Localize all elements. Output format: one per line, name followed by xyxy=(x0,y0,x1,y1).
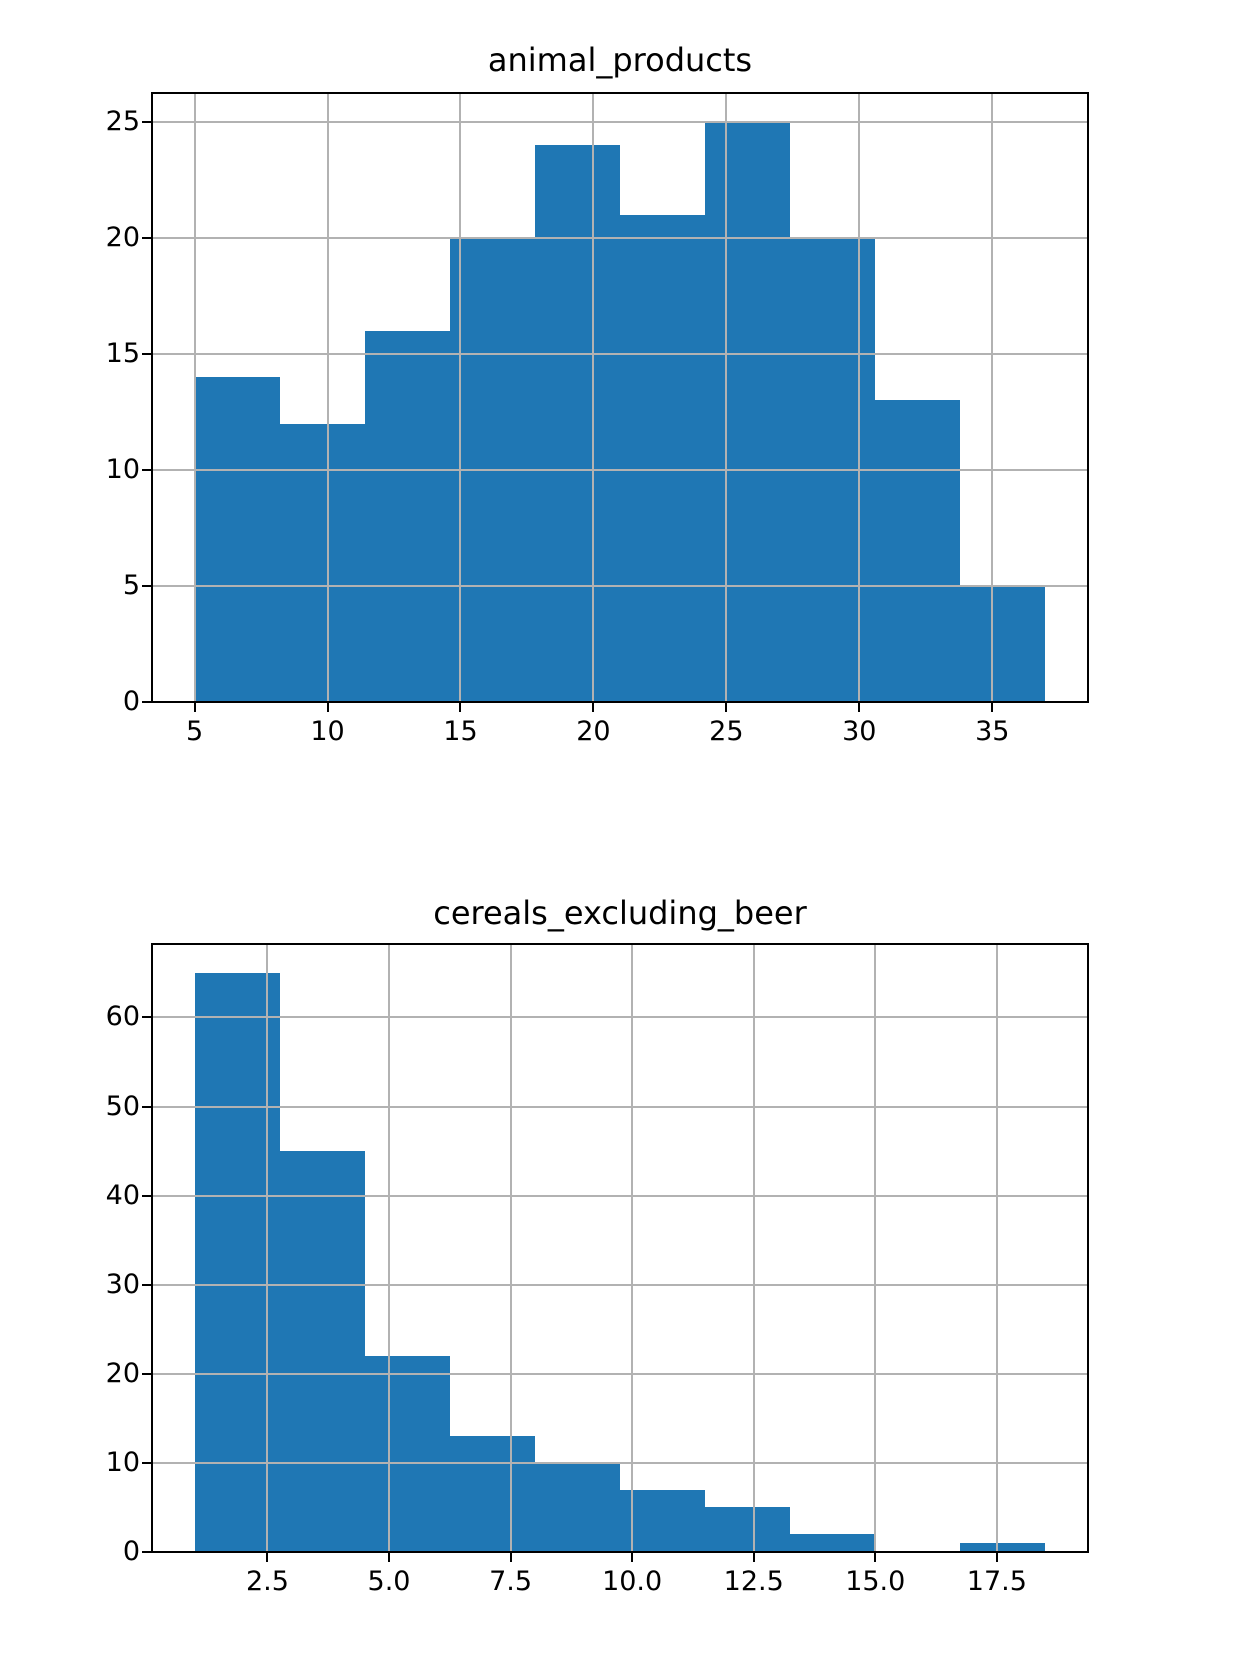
gridline-horizontal xyxy=(152,1283,1088,1286)
histogram-bar xyxy=(364,1356,450,1552)
histogram-bar xyxy=(790,1534,876,1552)
x-tick-label: 5.0 xyxy=(367,1566,411,1597)
histogram-bar xyxy=(620,1489,706,1552)
y-tick-label: 50 xyxy=(105,1090,140,1122)
x-tick-label: 2.5 xyxy=(245,1566,289,1597)
x-tick-label: 10 xyxy=(310,716,345,747)
x-tick-mark xyxy=(592,703,595,712)
x-tick-mark xyxy=(752,1553,755,1562)
x-tick-mark xyxy=(991,703,994,712)
y-tick-mark xyxy=(142,353,151,355)
histogram-bar xyxy=(705,1507,791,1552)
x-tick-label: 15 xyxy=(443,716,478,747)
gridline-vertical xyxy=(725,93,728,702)
y-tick-label: 0 xyxy=(122,1536,140,1567)
y-tick-mark xyxy=(142,469,151,471)
gridline-vertical xyxy=(388,944,391,1552)
gridline-vertical xyxy=(858,93,861,702)
x-tick-mark xyxy=(995,1553,998,1562)
histogram-bar xyxy=(279,1151,365,1552)
y-tick-mark xyxy=(142,121,151,123)
gridline-horizontal xyxy=(152,585,1088,587)
histogram-bar xyxy=(364,330,450,702)
gridline-vertical xyxy=(995,944,998,1552)
x-tick-label: 5 xyxy=(185,716,204,747)
y-tick-label: 10 xyxy=(105,1446,140,1478)
gridline-horizontal xyxy=(152,1105,1088,1108)
histogram-bar xyxy=(620,214,706,702)
y-tick-mark xyxy=(142,1194,151,1197)
gridline-horizontal xyxy=(152,237,1088,239)
histogram-bar xyxy=(705,122,791,702)
histogram-bar xyxy=(960,586,1046,702)
x-tick-mark xyxy=(631,1553,634,1562)
y-tick-label: 15 xyxy=(105,338,140,369)
histogram-bar xyxy=(279,423,365,702)
gridline-vertical xyxy=(459,93,462,702)
x-tick-mark xyxy=(388,1553,391,1562)
histogram-bar xyxy=(449,1436,535,1552)
x-tick-mark xyxy=(459,703,462,712)
x-tick-label: 25 xyxy=(709,716,744,747)
y-tick-label: 20 xyxy=(105,222,140,253)
x-tick-mark xyxy=(725,703,728,712)
histogram-bar xyxy=(960,1543,1046,1552)
chart-title: animal_products xyxy=(487,41,753,79)
chart-title: cereals_excluding_beer xyxy=(433,894,807,932)
y-tick-mark xyxy=(142,1372,151,1375)
gridline-vertical xyxy=(752,944,755,1552)
gridline-horizontal xyxy=(152,1016,1088,1019)
y-tick-label: 25 xyxy=(105,106,140,137)
y-tick-label: 5 xyxy=(122,570,140,601)
gridline-horizontal xyxy=(152,1372,1088,1375)
gridline-vertical xyxy=(592,93,595,702)
gridline-horizontal xyxy=(152,469,1088,471)
x-tick-mark xyxy=(874,1553,877,1562)
y-tick-mark xyxy=(142,1105,151,1108)
x-tick-label: 15.0 xyxy=(845,1566,906,1597)
gridline-vertical xyxy=(509,944,512,1552)
y-tick-label: 10 xyxy=(105,454,140,485)
histogram-bar xyxy=(534,145,620,702)
histogram-bar xyxy=(534,1462,620,1552)
y-tick-label: 0 xyxy=(122,686,140,717)
y-tick-mark xyxy=(142,701,151,703)
x-tick-mark xyxy=(266,1553,269,1562)
gridline-vertical xyxy=(631,944,634,1552)
y-tick-label: 40 xyxy=(105,1179,140,1211)
gridline-vertical xyxy=(266,944,269,1552)
y-tick-label: 60 xyxy=(105,1001,140,1033)
gridline-horizontal xyxy=(152,353,1088,355)
gridline-horizontal xyxy=(152,121,1088,123)
gridline-vertical xyxy=(193,93,196,702)
x-tick-label: 12.5 xyxy=(723,1566,784,1597)
x-tick-mark xyxy=(193,703,196,712)
y-tick-mark xyxy=(142,1283,151,1286)
histogram-bar xyxy=(194,972,280,1552)
x-tick-label: 35 xyxy=(975,716,1010,747)
gridline-horizontal xyxy=(152,1194,1088,1197)
x-tick-label: 7.5 xyxy=(489,1566,533,1597)
x-tick-label: 10.0 xyxy=(602,1566,663,1597)
gridline-vertical xyxy=(991,93,994,702)
x-tick-label: 17.5 xyxy=(966,1566,1027,1597)
x-tick-label: 30 xyxy=(842,716,877,747)
x-tick-label: 20 xyxy=(576,716,611,747)
x-tick-mark xyxy=(326,703,329,712)
gridline-horizontal xyxy=(152,1461,1088,1464)
x-tick-mark xyxy=(858,703,861,712)
y-tick-mark xyxy=(142,1016,151,1019)
y-tick-label: 20 xyxy=(105,1357,140,1389)
x-tick-mark xyxy=(509,1553,512,1562)
histogram-bar xyxy=(875,400,961,702)
y-tick-label: 30 xyxy=(105,1268,140,1300)
y-tick-mark xyxy=(142,237,151,239)
gridline-vertical xyxy=(874,944,877,1552)
gridline-vertical xyxy=(326,93,329,702)
y-tick-mark xyxy=(142,585,151,587)
y-tick-mark xyxy=(142,1461,151,1464)
histogram-bar xyxy=(194,377,280,702)
y-tick-mark xyxy=(142,1551,151,1553)
